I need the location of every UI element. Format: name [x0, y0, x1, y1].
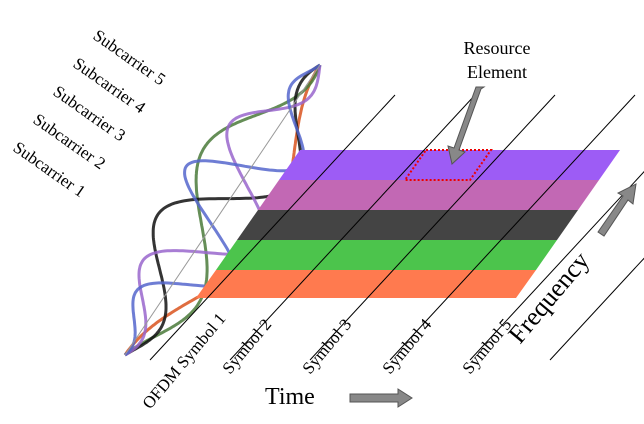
frequency-arrow: [598, 184, 636, 236]
resource-label: Element: [467, 62, 527, 82]
symbol-label: Symbol 3: [299, 315, 356, 378]
time-label: Time: [265, 384, 315, 410]
band-3: [237, 210, 578, 240]
symbol-label: Symbol 4: [379, 315, 436, 378]
band-2: [216, 240, 557, 270]
band-1: [196, 270, 536, 298]
band-4: [258, 180, 599, 210]
time-arrow: [350, 389, 412, 407]
symbol-label: Symbol 2: [219, 315, 276, 378]
ofdm-diagram: Subcarrier 5Subcarrier 4Subcarrier 3Subc…: [0, 0, 644, 424]
resource-label: Resource: [464, 38, 531, 58]
